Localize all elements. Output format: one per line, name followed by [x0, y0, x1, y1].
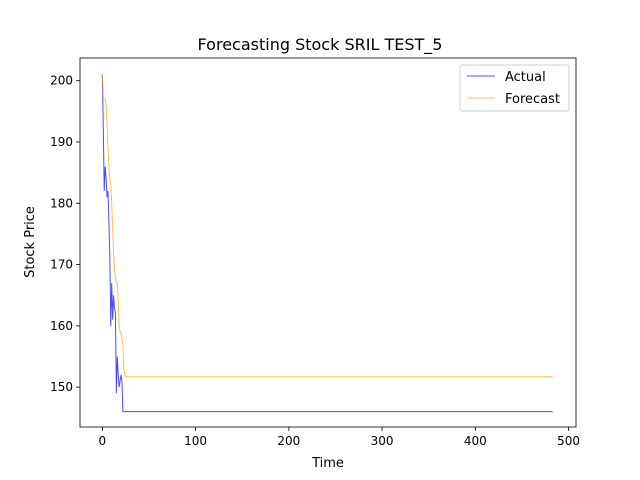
y-tick-label: 180: [50, 196, 73, 210]
legend: Actual Forecast: [459, 64, 570, 112]
ticks-layer: 0 100 200 300 400 500 150 160 170 180 190 200: [50, 74, 580, 448]
x-axis-label: Time: [311, 456, 344, 471]
data-layer: [101, 74, 553, 413]
legend-label-forecast: Forecast: [505, 92, 560, 107]
legend-label-actual: Actual: [505, 70, 546, 85]
x-tick-label: 100: [184, 434, 207, 448]
y-axis-label: Stock Price: [23, 206, 38, 278]
y-tick-label: 170: [50, 258, 73, 272]
x-tick-label: 300: [371, 434, 394, 448]
x-tick-label: 0: [99, 434, 107, 448]
y-tick-label: 200: [50, 74, 73, 88]
x-tick-label: 400: [464, 434, 487, 448]
y-tick-label: 150: [50, 380, 73, 394]
series-line-actual: [101, 74, 553, 413]
x-tick-label: 200: [277, 434, 300, 448]
plot-area-frame: [79, 57, 577, 428]
y-tick-label: 190: [50, 135, 73, 149]
x-tick-label: 500: [557, 434, 580, 448]
chart-title: Forecasting Stock SRIL TEST_5: [198, 35, 443, 55]
y-tick-label: 160: [50, 319, 73, 333]
series-line-forecast: [101, 74, 553, 378]
